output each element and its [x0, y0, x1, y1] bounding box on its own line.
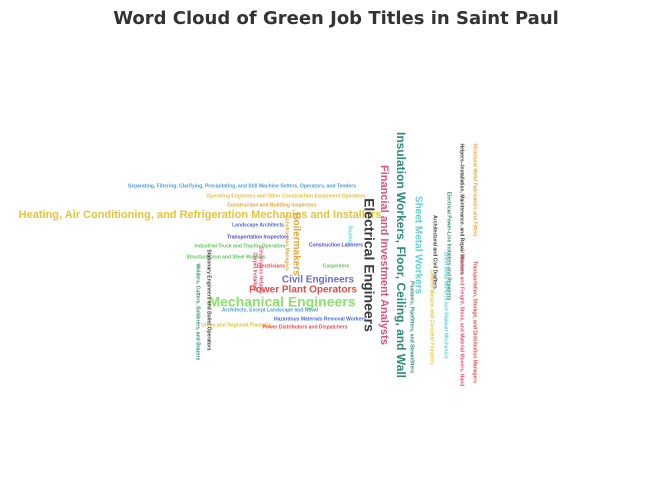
word-cloud-word: Urban and Regional Planners: [201, 322, 271, 328]
word-cloud-word: Construction Laborers: [309, 242, 363, 248]
word-cloud-word: Sheet Metal Workers and Stalwart Mechani…: [443, 251, 449, 358]
word-cloud-word: Cement Masons and Concrete Finishers: [429, 269, 435, 365]
word-cloud-word: Electricians: [257, 263, 285, 269]
chart-title: Word Cloud of Green Job Titles in Saint …: [113, 8, 559, 29]
word-cloud-word: Power Distributors and Dispatchers: [262, 324, 347, 330]
word-cloud-word: Construction and Building Inspectors: [227, 202, 317, 208]
word-cloud-word: Landscape Architects: [232, 222, 284, 228]
word-cloud-word: Heating, Air Conditioning, and Refrigera…: [19, 209, 382, 221]
word-cloud-word: Insulation Workers, Floor, Ceiling, and …: [394, 132, 408, 378]
word-cloud-word: Architects, Except Landscape and Naval: [222, 307, 319, 313]
word-cloud-word: Civil Engineers: [282, 275, 355, 286]
word-cloud-word: Boilermakers: [290, 212, 301, 276]
word-cloud-word: Construction Managers: [284, 215, 290, 271]
word-cloud-word: Helpers--Installation, Maintenance, and …: [459, 143, 465, 274]
word-cloud-word: Plumbers, Pipefitters, and Steamfitters: [409, 281, 415, 373]
word-cloud-word: Structural Iron and Steel Workers: [186, 254, 266, 260]
word-cloud: Heating, Air Conditioning, and Refrigera…: [19, 132, 478, 386]
word-cloud-word: Hazardous Materials Removal Workers: [274, 316, 366, 322]
word-cloud-word: Transportation Inspectors: [227, 234, 289, 240]
word-cloud-word: Separating, Filtering, Clarifying, Preci…: [128, 183, 356, 189]
word-cloud-word: Carpenters: [323, 263, 350, 269]
word-cloud-word: Structural Metal Fabricators and Fitters: [472, 143, 478, 237]
word-cloud-word: Electricians Helpers: [258, 246, 264, 294]
word-cloud-word: Electrical Engineers: [361, 198, 377, 332]
word-cloud-word: Roofers: [347, 226, 353, 245]
word-cloud-word: Industrial Truck and Tractor Operators: [194, 243, 285, 249]
word-cloud-word: Power Plant Operators: [249, 285, 357, 296]
word-cloud-word: Laborers and Freight, Stock, and Materia…: [459, 254, 465, 387]
word-cloud-word: Financial and Investment Analysts: [378, 165, 390, 345]
word-cloud-word: Mechanical Engineers: [208, 294, 355, 310]
word-cloud-word: Welders, Cutters, Solderers, and Brazers: [195, 264, 201, 361]
word-cloud-word: Architectural and Civil Drafters: [432, 215, 438, 289]
word-cloud-word: Electrical Power-Line Installers and Rep…: [446, 192, 452, 301]
word-cloud-word: Sheet Metal Workers: [412, 196, 423, 295]
word-cloud-word: Transportation, Storage, and Distributio…: [472, 261, 478, 383]
word-cloud-word: Stationary Engineers and Boiler Operator…: [206, 249, 212, 350]
word-cloud-word: Carpet Installers: [252, 252, 258, 291]
word-cloud-word: Operating Engineers and Other Constructi…: [206, 193, 365, 199]
